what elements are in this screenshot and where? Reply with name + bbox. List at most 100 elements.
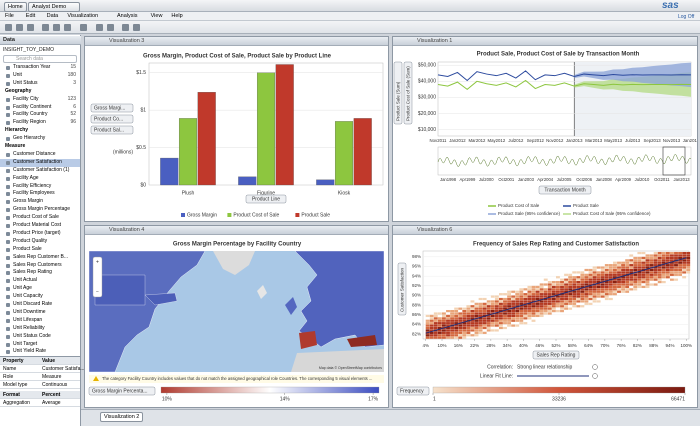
zoom-out[interactable]: −	[96, 289, 99, 295]
data-item[interactable]: Unit Target	[0, 341, 80, 349]
heat-cell	[490, 324, 495, 327]
panel-tab[interactable]: Visualization 6	[417, 227, 453, 233]
project-dropdown[interactable]: Analyst Demo	[28, 2, 80, 12]
menu-item[interactable]: Analysis	[117, 13, 138, 19]
heat-cell	[547, 295, 552, 298]
group-heading[interactable]: Measure	[0, 143, 80, 151]
y-role-button[interactable]: Product Sale (Sum)	[393, 61, 403, 125]
search-box[interactable]: Search data	[3, 55, 77, 63]
info-icon[interactable]	[592, 373, 598, 379]
data-item[interactable]: Product Price (target)	[0, 230, 80, 238]
y-role-button[interactable]: Product Cost of Sale (Sum)	[403, 61, 413, 125]
data-item[interactable]: Product Cost of Sale	[0, 214, 80, 222]
warning-icon	[93, 376, 99, 381]
menu-item[interactable]: View	[150, 13, 163, 19]
data-item[interactable]: Customer Distance	[0, 151, 80, 159]
data-item[interactable]: Unit Yield Rate	[0, 348, 80, 356]
zoom-control[interactable]	[92, 256, 103, 298]
panel-tab[interactable]: Visualization 1	[417, 38, 453, 44]
data-item[interactable]: Product Material Cost	[0, 222, 80, 230]
data-item[interactable]: Facility Efficiency	[0, 183, 80, 191]
data-item[interactable]: Sales Rep Customer B...	[0, 254, 80, 262]
heat-cell	[507, 297, 512, 301]
data-item[interactable]: Unit Reliability	[0, 325, 80, 333]
menu-item[interactable]: Data	[46, 13, 59, 19]
info-icon[interactable]	[592, 364, 598, 370]
heat-cell	[515, 312, 520, 315]
data-item[interactable]: Unit Status Code	[0, 333, 80, 341]
menu-bar: File Edit Data Visualization Analysis View Hel…	[0, 12, 700, 21]
color-legend	[432, 386, 686, 394]
heat-cell	[637, 283, 642, 286]
menu-item[interactable]: Edit	[25, 13, 36, 19]
role-button[interactable]: Product Sal...	[90, 125, 134, 135]
data-item[interactable]: Unit Capacity	[0, 293, 80, 301]
color-role-button[interactable]: Frequency	[396, 386, 430, 396]
data-item[interactable]: Customer Satisfaction	[0, 158, 80, 167]
x-tick-label: 70%	[600, 343, 609, 348]
data-item[interactable]: Sales Rep Rating	[0, 269, 80, 277]
visualization-tab[interactable]: Visualization 2	[100, 412, 144, 422]
x-tick-label: 16%	[454, 343, 463, 348]
data-item[interactable]: Unit 180	[0, 72, 80, 80]
menu-item[interactable]: File	[5, 13, 14, 19]
data-item[interactable]: Gross Margin Percentage	[0, 206, 80, 214]
data-source[interactable]: INSIGHT_TOY_DEMO	[3, 47, 55, 53]
y-role-button[interactable]: Customer Satisfaction	[397, 262, 407, 316]
heat-cell	[613, 264, 617, 267]
data-item[interactable]: Unit Actual	[0, 277, 80, 285]
data-item[interactable]: Facility Employees	[0, 190, 80, 198]
data-item[interactable]: Facility Region 96	[0, 119, 80, 127]
group-heading[interactable]: Hierarchy	[0, 127, 80, 135]
zoom-in[interactable]: +	[96, 259, 99, 265]
data-item[interactable]: Unit Age	[0, 285, 80, 293]
role-button[interactable]: Gross Margi...	[90, 103, 134, 113]
heat-cell	[682, 271, 687, 274]
heat-cell	[633, 259, 638, 262]
heat-cell	[686, 268, 691, 272]
data-item[interactable]: Geo Hierarchy	[0, 135, 80, 143]
heat-cell	[503, 305, 507, 308]
data-item[interactable]: Product Quality	[0, 238, 80, 246]
data-item[interactable]: Unit Status 3	[0, 80, 80, 88]
log-off-link[interactable]: Log Off	[678, 14, 695, 20]
data-item[interactable]: Product Sale	[0, 246, 80, 254]
data-item[interactable]: Unit Downtime	[0, 309, 80, 317]
heat-cell	[511, 324, 516, 327]
y-tick-label: $20,000	[418, 111, 436, 117]
data-item[interactable]: Gross Margin	[0, 198, 80, 206]
data-item[interactable]: Facility City 123	[0, 96, 80, 104]
data-item[interactable]: Transaction Year 15	[0, 64, 80, 72]
heat-cell	[584, 283, 589, 286]
heat-cell	[543, 283, 548, 286]
heat-cell	[686, 251, 691, 255]
x-tick-label: Jan2013	[566, 138, 583, 143]
heat-cell	[527, 312, 532, 315]
heat-cell	[429, 322, 434, 325]
heat-cell	[613, 290, 617, 293]
menu-item[interactable]: Visualization	[67, 13, 99, 19]
color-role-button[interactable]: Gross Margin Percenta...	[88, 386, 156, 396]
data-item[interactable]: Sales Rep Customers	[0, 262, 80, 270]
heat-cell	[442, 319, 446, 322]
data-item[interactable]: Customer Satisfaction (1)	[0, 167, 80, 175]
x-tick-label: Figurine	[257, 190, 275, 196]
panel-tab[interactable]: Visualization 4	[109, 227, 145, 233]
x-role-button[interactable]: Product Line	[245, 194, 287, 204]
role-button[interactable]: Product Co...	[90, 114, 134, 124]
group-heading[interactable]: Geography	[0, 88, 80, 96]
heat-cell	[641, 273, 646, 276]
heat-cell	[678, 271, 683, 274]
data-item[interactable]: Unit Lifespan	[0, 317, 80, 325]
menu-item[interactable]: Help	[171, 13, 183, 19]
home-button[interactable]: Home	[4, 2, 27, 12]
heat-cell	[572, 290, 577, 293]
item-icon	[6, 97, 10, 102]
data-item[interactable]: Facility Continent 6	[0, 104, 80, 112]
data-item[interactable]: Unit Discard Rate	[0, 301, 80, 309]
x-role-button[interactable]: Transaction Month	[538, 185, 592, 195]
data-item[interactable]: Facility Age	[0, 175, 80, 183]
data-item[interactable]: Facility Country 52	[0, 111, 80, 119]
x-role-button[interactable]: Sales Rep Rating	[532, 350, 580, 360]
panel-tab[interactable]: Visualization 3	[109, 38, 145, 44]
